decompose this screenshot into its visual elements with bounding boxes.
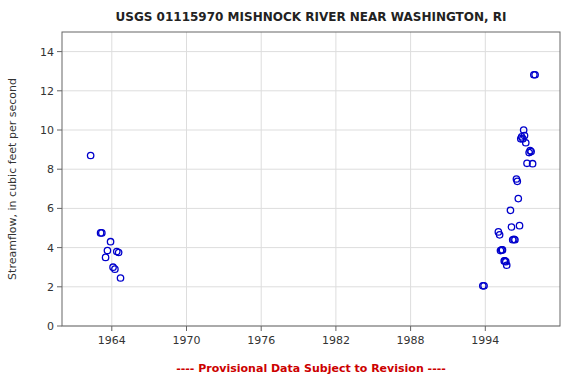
point [514, 178, 520, 184]
point [527, 147, 533, 153]
point [117, 275, 123, 281]
x-tick-label: 1994 [471, 334, 499, 347]
y-tick [57, 51, 62, 52]
point [104, 247, 110, 253]
point [523, 140, 529, 146]
y-axis-label: Streamflow, in cubic feet per second [6, 78, 19, 280]
x-tick-label: 1988 [397, 334, 425, 347]
y-tick [57, 326, 62, 327]
y-tick [57, 208, 62, 209]
y-tick-label: 8 [47, 163, 54, 176]
x-grid-line [335, 32, 336, 326]
x-grid-line [261, 32, 262, 326]
point [504, 262, 510, 268]
y-tick-label: 4 [47, 242, 54, 255]
y-tick-label: 10 [40, 124, 54, 137]
chart: 1964 1970 1976 1982 1988 1994 0 2 4 6 8 10 12 14 USGS … [0, 0, 576, 384]
point [516, 222, 522, 228]
point [499, 247, 505, 253]
point [87, 152, 93, 158]
x-tick [186, 326, 187, 331]
x-tick-label: 1976 [247, 334, 275, 347]
point [99, 230, 105, 236]
x-grid-line [410, 32, 411, 326]
point [511, 236, 517, 242]
y-grid-line [62, 51, 560, 52]
y-tick-label: 14 [40, 46, 54, 59]
y-tick [57, 286, 62, 287]
point [102, 254, 108, 260]
y-grid-line [62, 208, 560, 209]
y-grid-line [62, 169, 560, 170]
y-tick-label: 2 [47, 281, 54, 294]
point [512, 237, 518, 243]
y-grid-line [62, 247, 560, 248]
point [507, 207, 513, 213]
footnote: ---- Provisional Data Subject to Revisio… [176, 362, 446, 375]
x-tick [335, 326, 336, 331]
y-tick [57, 247, 62, 248]
x-grid-line [485, 32, 486, 326]
point [112, 266, 118, 272]
plot-frame [62, 32, 560, 326]
point [496, 232, 502, 238]
point [499, 247, 505, 253]
x-tick-label: 1982 [322, 334, 350, 347]
x-tick [410, 326, 411, 331]
point [521, 132, 527, 138]
y-tick [57, 90, 62, 91]
point [515, 195, 521, 201]
x-tick [485, 326, 486, 331]
x-tick [261, 326, 262, 331]
title: USGS 01115970 MISHNOCK RIVER NEAR WASHIN… [116, 10, 507, 24]
x-grid-line [111, 32, 112, 326]
y-tick-label: 6 [47, 202, 54, 215]
point [115, 249, 121, 255]
point [481, 283, 487, 289]
point [107, 239, 113, 245]
point [508, 224, 514, 230]
y-tick-label: 12 [40, 85, 54, 98]
x-tick-label: 1970 [173, 334, 201, 347]
x-tick [111, 326, 112, 331]
y-tick [57, 130, 62, 131]
y-tick [57, 169, 62, 170]
y-grid-line [62, 90, 560, 91]
y-grid-line [62, 130, 560, 131]
point [529, 161, 535, 167]
point [532, 72, 538, 78]
x-grid-line [186, 32, 187, 326]
point [528, 148, 534, 154]
x-tick-label: 1964 [98, 334, 126, 347]
y-tick-label: 0 [47, 320, 54, 333]
